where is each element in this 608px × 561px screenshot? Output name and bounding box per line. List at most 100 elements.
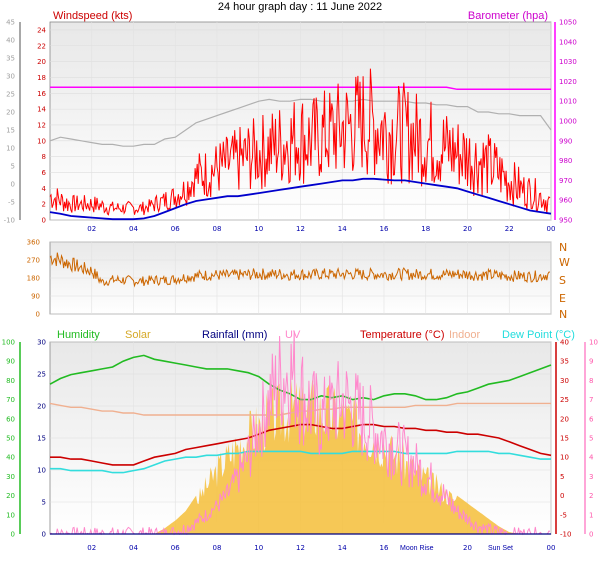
legend-solar: Solar — [125, 329, 151, 341]
uv-ytick: 10 — [589, 339, 598, 347]
uv-ytick: 8 — [589, 377, 593, 385]
wind-xtick: 00 — [547, 225, 556, 233]
compass-tick: W — [559, 256, 570, 269]
temperature-ytick: 5 — [560, 473, 564, 481]
uv-ytick: 7 — [589, 396, 593, 404]
baro-ytick: 970 — [559, 177, 572, 185]
humidity-ytick: 0 — [11, 531, 15, 539]
temperature-ytick: 40 — [560, 339, 569, 347]
wind-xtick: 18 — [421, 225, 430, 233]
winddir-panel-series — [49, 252, 551, 288]
wind-xtick: 04 — [129, 225, 138, 233]
uv-ytick: 3 — [589, 473, 593, 481]
baro-ytick: 1050 — [559, 19, 577, 27]
baro-ytick: 950 — [559, 217, 572, 225]
uv-ytick: 0 — [589, 531, 593, 539]
temperature-ytick: 35 — [560, 358, 569, 366]
temperature-ytick: 15 — [560, 435, 569, 443]
temp-xtick: 02 — [87, 544, 96, 552]
temperature-ytick: 10 — [560, 454, 569, 462]
wind-xtick: 22 — [505, 225, 514, 233]
winddir-ytick: 0 — [36, 311, 40, 319]
temperature-ytick: 25 — [560, 396, 569, 404]
humidity-ytick: 10 — [6, 511, 15, 519]
temp-xtick: 14 — [338, 544, 347, 552]
rain-ytick: 5 — [42, 499, 46, 507]
wind-baro-panel: Windspeed (kts) Barometer (hpa) 24222018… — [4, 10, 577, 233]
rain-ytick: 10 — [37, 467, 46, 475]
temp-ytick: 25 — [6, 91, 15, 99]
wind-ytick: 10 — [37, 137, 46, 145]
winddir-ytick: 270 — [27, 257, 40, 265]
legend-rainfall: Rainfall (mm) — [202, 329, 267, 341]
baro-ytick: 1000 — [559, 118, 577, 126]
legend-temperature: Temperature (°C) — [360, 329, 444, 341]
wind-ytick: 20 — [37, 58, 46, 66]
chart-title: 24 hour graph day : 11 June 2022 — [218, 1, 382, 13]
wind-ytick: 2 — [42, 201, 46, 209]
uv-ytick: 2 — [589, 492, 593, 500]
temp-ytick: 10 — [6, 145, 15, 153]
rain-ytick: 20 — [37, 403, 46, 411]
baro-ytick: 960 — [559, 197, 572, 205]
humidity-ytick: 40 — [6, 454, 15, 462]
humidity-ytick: 30 — [6, 473, 15, 481]
temperature-ytick: -10 — [560, 531, 571, 539]
humidity-ytick: 60 — [6, 415, 15, 423]
temp-xtick: 10 — [254, 544, 263, 552]
baro-ytick: 1020 — [559, 78, 577, 86]
humidity-ytick: 70 — [6, 396, 15, 404]
temperature-ytick: 20 — [560, 415, 569, 423]
temp-ytick: 45 — [6, 19, 15, 27]
humidity-ytick: 100 — [2, 339, 15, 347]
temp-solar-panel: Humidity Solar Rainfall (mm) UV Temperat… — [2, 329, 598, 552]
uv-line — [49, 330, 551, 536]
baro-ytick: 1030 — [559, 58, 577, 66]
temp-ytick: 20 — [6, 109, 15, 117]
wind-ytick: 24 — [37, 26, 46, 34]
temp-ytick: -10 — [4, 217, 15, 225]
temp-xtick: 20 — [463, 544, 472, 552]
rain-ytick: 0 — [42, 531, 46, 539]
humidity-ytick: 50 — [6, 435, 15, 443]
wind-average-line — [49, 177, 552, 221]
compass-tick: E — [559, 292, 566, 305]
temp-xtick: 12 — [296, 544, 305, 552]
baro-ytick: 1040 — [559, 38, 577, 46]
baro-ytick: 990 — [559, 137, 572, 145]
winddir-ytick: 360 — [27, 239, 40, 247]
uv-ytick: 6 — [589, 415, 594, 423]
wind-ytick: 18 — [37, 74, 46, 82]
dew-point-line — [50, 450, 551, 474]
moon-rise-label: Moon Rise — [400, 545, 434, 552]
wind-xtick: 06 — [171, 225, 180, 233]
temp-xtick: 06 — [171, 544, 180, 552]
legend-windspeed: Windspeed (kts) — [53, 10, 132, 22]
windspeed-line — [49, 68, 551, 216]
legend-humidity: Humidity — [57, 329, 100, 341]
wind-panel-ticks: 242220181614121086420454035302520151050-… — [4, 19, 577, 234]
uv-ytick: 1 — [589, 511, 593, 519]
legend-indoor: Indoor — [449, 329, 481, 341]
temp-panel-series — [49, 330, 552, 536]
wind-ytick: 4 — [42, 185, 47, 193]
wind-ytick: 6 — [42, 169, 47, 177]
compass-tick: N — [559, 241, 567, 254]
wind-xtick: 16 — [380, 225, 389, 233]
temp-ytick: 40 — [6, 37, 15, 45]
wind-xtick: 10 — [254, 225, 263, 233]
wind-ytick: 0 — [42, 217, 46, 225]
baro-ytick: 980 — [559, 157, 572, 165]
temp-xtick: 00 — [547, 544, 556, 552]
temperature-ytick: 0 — [560, 492, 564, 500]
rain-ytick: 15 — [37, 435, 46, 443]
winddir-ytick: 90 — [31, 293, 40, 301]
wind-ytick: 22 — [37, 42, 46, 50]
temp-ytick: 5 — [11, 163, 15, 171]
temp-ytick: 35 — [6, 55, 15, 63]
uv-ytick: 4 — [589, 454, 594, 462]
humidity-ytick: 20 — [6, 492, 15, 500]
